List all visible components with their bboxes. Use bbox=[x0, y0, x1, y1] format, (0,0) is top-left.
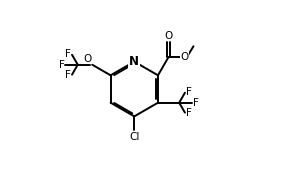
Text: O: O bbox=[164, 31, 173, 41]
Text: F: F bbox=[65, 70, 71, 80]
Text: N: N bbox=[129, 55, 139, 68]
Text: F: F bbox=[186, 87, 192, 97]
Text: O: O bbox=[180, 52, 189, 62]
Text: F: F bbox=[59, 60, 65, 70]
Text: F: F bbox=[186, 108, 192, 118]
Text: O: O bbox=[83, 54, 92, 64]
Text: F: F bbox=[65, 49, 71, 59]
Text: F: F bbox=[193, 98, 198, 108]
Text: Cl: Cl bbox=[129, 132, 139, 142]
